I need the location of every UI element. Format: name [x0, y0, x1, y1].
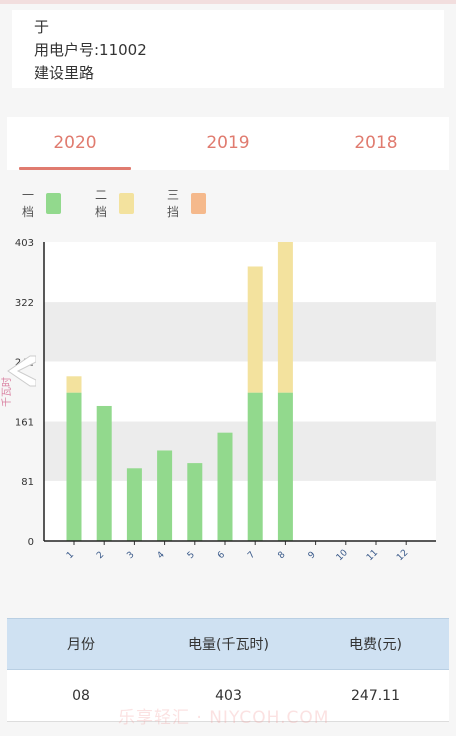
y-tick-label: 161 — [15, 418, 34, 429]
y-tick-label: 81 — [21, 477, 34, 488]
customer-account: 用电户号:11002 — [34, 41, 147, 59]
legend-item-tier3: 三挡 — [167, 188, 207, 219]
usage-table: 月份 电量(千瓦时) 电费(元) 08 403 247.11 — [7, 618, 449, 722]
table-header: 月份 电量(千瓦时) 电费(元) — [7, 618, 449, 670]
legend-label-tier2: 二档 — [95, 188, 108, 219]
bar-1-tier2 — [66, 376, 82, 393]
legend-swatch-tier3 — [190, 192, 207, 214]
legend-swatch-tier1 — [45, 192, 62, 214]
bar-4-tier1 — [157, 450, 173, 541]
tab-2019[interactable]: 2019 — [206, 133, 250, 153]
customer-info-card: 于 用电户号:11002 建设里路 — [12, 10, 444, 88]
legend-item-tier2: 二档 — [95, 188, 135, 219]
x-tick-label: 4 — [156, 550, 167, 561]
y-tick-label: 403 — [15, 238, 34, 249]
bar-7-tier2 — [247, 266, 263, 393]
watermark: 乐享轻汇 · NIYCOH.COM — [118, 708, 330, 728]
x-tick-label: 2 — [95, 550, 106, 561]
year-tabs: 2020 2019 2018 — [7, 117, 449, 170]
bar-8-tier1 — [277, 392, 293, 541]
tab-2020[interactable]: 2020 — [15, 117, 135, 170]
x-tick-label: 8 — [276, 550, 287, 561]
grid-band — [44, 302, 436, 362]
legend-label-tier1: 一档 — [22, 188, 35, 219]
header-month: 月份 — [67, 637, 95, 653]
x-tick-label: 1 — [65, 550, 76, 561]
tab-2018[interactable]: 2018 — [354, 133, 398, 153]
x-tick-label: 5 — [186, 550, 197, 561]
y-tick-label: 0 — [28, 537, 34, 548]
header-usage: 电量(千瓦时) — [188, 637, 269, 653]
chevron-left-icon[interactable] — [0, 352, 36, 390]
bar-3-tier1 — [126, 468, 142, 541]
y-axis-label: 千瓦时 — [1, 377, 13, 407]
top-strip — [0, 0, 456, 4]
table-row[interactable]: 08 403 247.11 — [7, 670, 449, 722]
bar-2-tier1 — [96, 405, 112, 541]
bar-7-tier1 — [247, 392, 263, 541]
y-tick-label: 322 — [15, 298, 34, 309]
header-fee: 电费(元) — [349, 637, 402, 653]
cell-fee: 247.11 — [351, 687, 400, 704]
cell-usage: 403 — [215, 687, 242, 704]
bar-1-tier1 — [66, 392, 82, 541]
x-tick-label: 12 — [395, 548, 410, 563]
bar-8-tier2 — [277, 242, 293, 393]
legend-swatch-tier2 — [118, 192, 135, 214]
bar-6-tier1 — [217, 432, 233, 541]
x-tick-label: 7 — [246, 550, 257, 561]
customer-address: 建设里路 — [34, 64, 95, 82]
cell-month: 08 — [72, 687, 90, 704]
usage-chart: 081161242322403千瓦时123456789101112 — [0, 230, 456, 580]
x-tick-label: 3 — [125, 550, 136, 561]
x-tick-label: 9 — [307, 550, 318, 561]
x-tick-label: 11 — [365, 548, 380, 563]
x-tick-label: 6 — [216, 550, 227, 561]
legend-item-tier1: 一档 — [22, 188, 62, 219]
usage-chart-svg: 081161242322403千瓦时123456789101112 — [1, 238, 436, 563]
legend-label-tier3: 三挡 — [167, 188, 180, 219]
bar-5-tier1 — [187, 463, 203, 541]
x-tick-label: 10 — [335, 548, 350, 563]
customer-name: 于 — [34, 18, 50, 36]
